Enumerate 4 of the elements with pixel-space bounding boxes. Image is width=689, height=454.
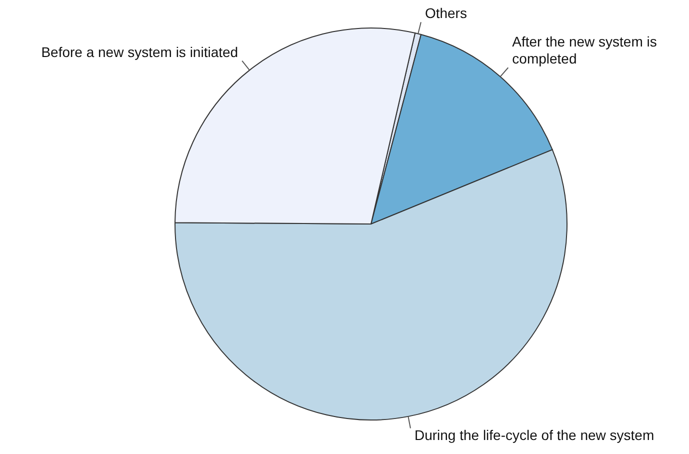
slice-label: During the life-cycle of the new system [414, 427, 654, 444]
slice-label: After the new system is completed [512, 34, 657, 67]
slice-label: Before a new system is initiated [41, 44, 238, 60]
slice-label: Others [424, 5, 467, 22]
